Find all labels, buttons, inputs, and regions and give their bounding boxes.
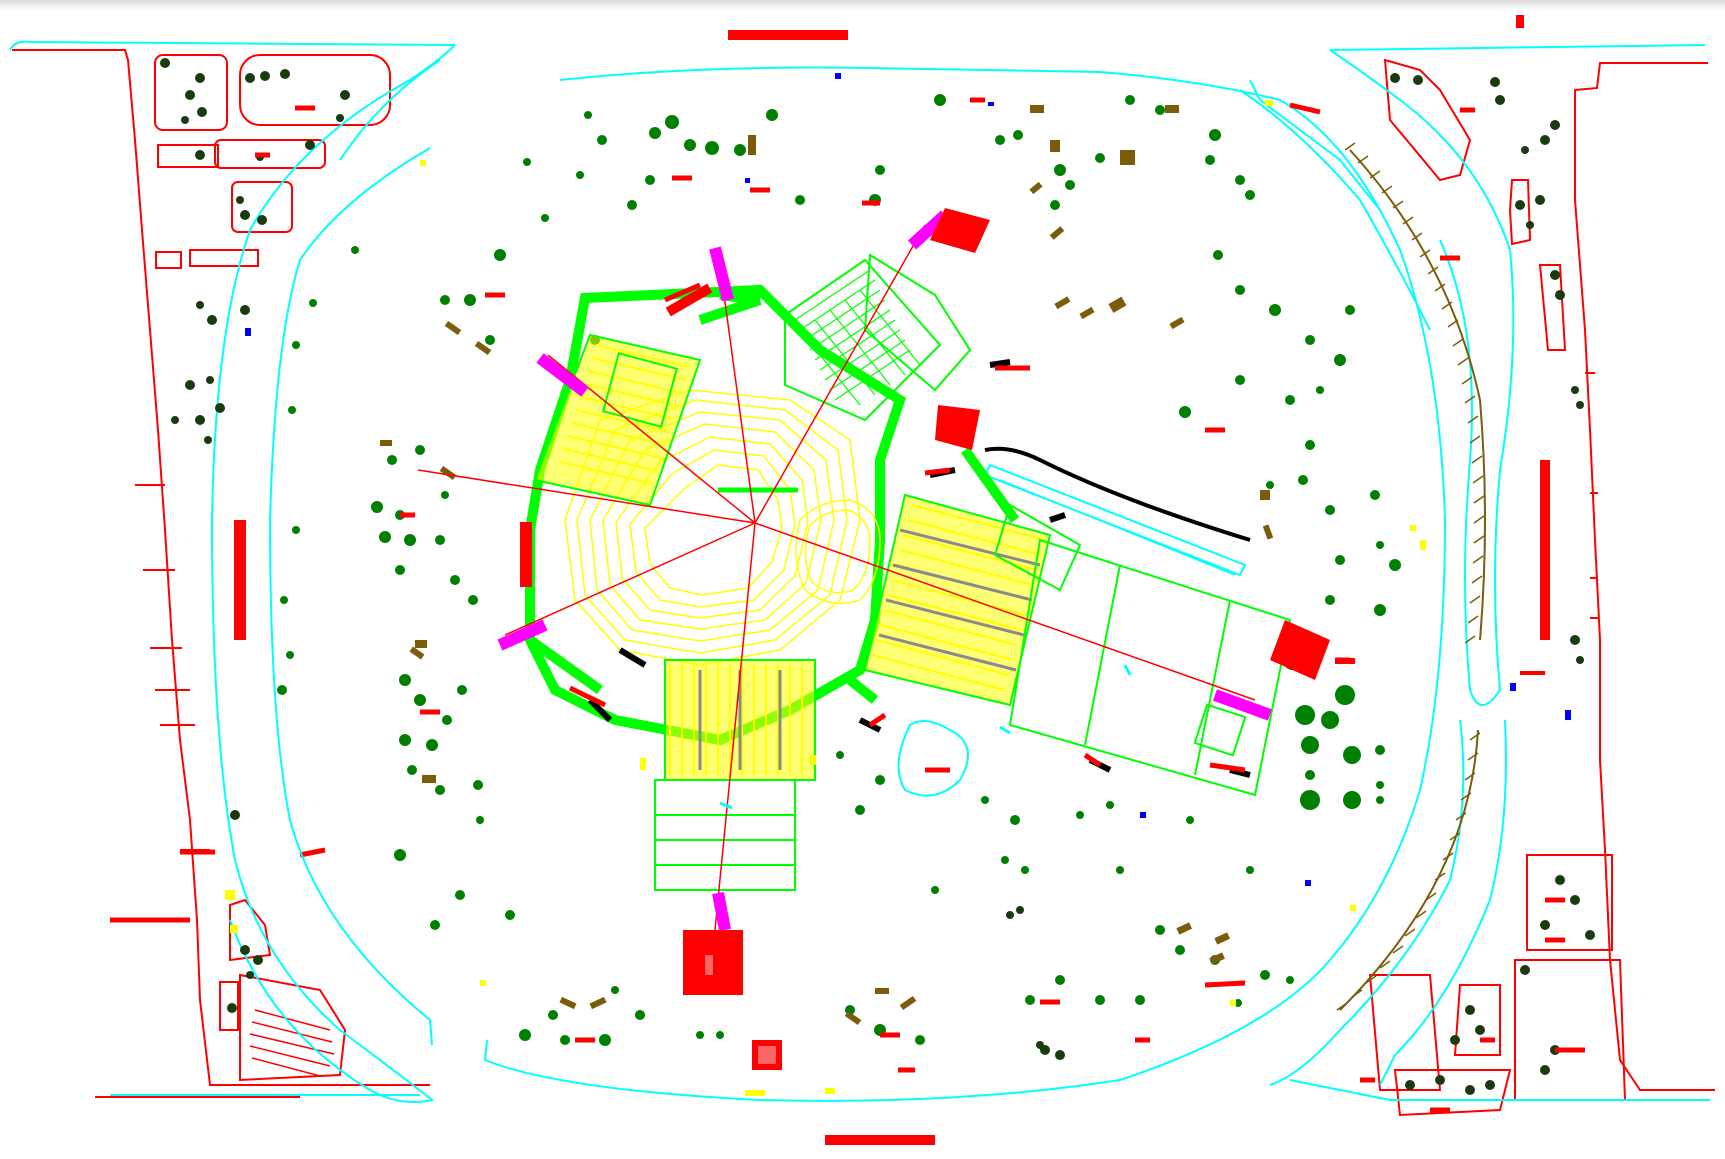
shrub-icon-group [380,105,1274,1026]
dark-tree-icon-group [160,58,1595,1095]
ne-seating-block [784,253,972,422]
left-hatch-parcel [249,1009,335,1077]
south-annex [654,779,796,891]
nw-seating-block [533,333,702,507]
cyan-marks [719,664,1132,810]
blue-points [245,73,1571,886]
red-markers [255,97,1585,1113]
east-wing [993,503,1292,797]
yellow-markers [225,100,1426,1096]
left-boundary [12,49,430,1098]
radial-axes [417,224,1256,931]
left-boundary-ticks [110,484,326,923]
right-road-dark-edge [1339,149,1486,1011]
ne-rail [983,446,1251,577]
gate-markers [497,210,1273,932]
north-south-markers [728,30,935,1145]
right-boundary-ticks [1516,15,1598,675]
seating-rings [564,389,881,666]
connector-strips [527,290,1020,704]
south-gate-inner [705,955,776,1064]
window-top-strip [0,0,1725,10]
pond [897,720,969,797]
tree-icon-group [277,94,1401,1046]
road-ring [9,40,1710,1103]
right-road-hatch [1336,142,1485,1011]
se-seating-block [863,493,1052,707]
right-boundary [1368,58,1715,1117]
building-block-icon-group [520,208,1355,1070]
